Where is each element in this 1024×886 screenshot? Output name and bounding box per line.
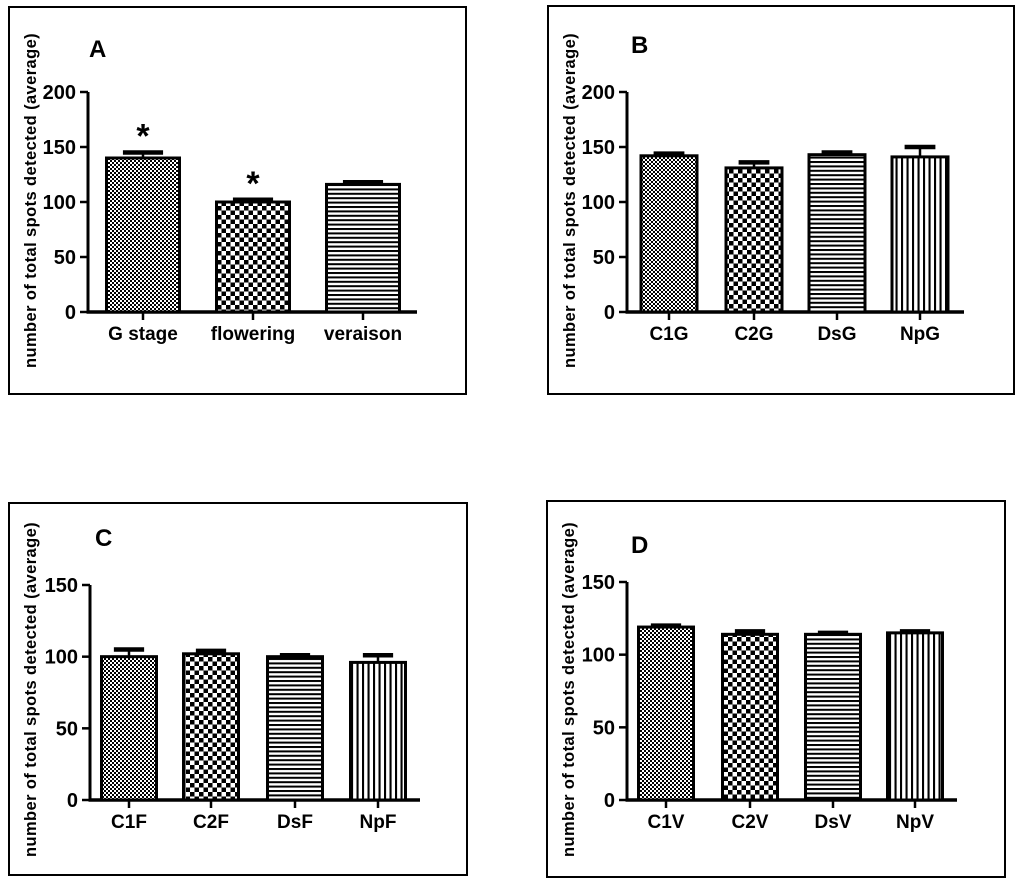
y-tick-label: 0 — [67, 790, 78, 812]
category-label: C2V — [732, 812, 769, 833]
category-label: C2G — [734, 324, 773, 345]
category-label: C2F — [193, 812, 229, 833]
bar — [637, 625, 695, 802]
bar — [890, 155, 950, 314]
bar-chart: 0 50 100 150 C1F C2F DsF NpF — [45, 575, 420, 833]
significance-asterisk: * — [136, 118, 150, 156]
y-tick-label: 100 — [582, 645, 615, 667]
y-tick-label: 150 — [45, 575, 78, 597]
panel-c: number of total spots detected (average)… — [8, 502, 468, 876]
category-label: C1G — [649, 324, 688, 345]
panel-d: number of total spots detected (average)… — [546, 500, 1006, 878]
category-label: flowering — [211, 324, 295, 345]
y-tick-label: 100 — [582, 192, 615, 214]
y-tick-label: 50 — [54, 247, 76, 269]
category-label: C1F — [111, 812, 147, 833]
bar — [266, 655, 324, 802]
panel-a: number of total spots detected (average)… — [8, 6, 467, 395]
bar-chart: 0 50 100 150 200 C1G C2G DsG NpG — [582, 82, 964, 345]
bar-chart: 0 50 100 150 200 G stage * flowering * veraison — [43, 82, 417, 345]
y-tick-label: 100 — [45, 647, 78, 669]
bar — [100, 655, 158, 802]
category-label: NpF — [360, 812, 397, 833]
panel-letter: C — [95, 525, 113, 552]
bar — [721, 632, 779, 802]
panel-letter: A — [89, 36, 107, 63]
bar — [639, 154, 699, 314]
category-label: C1V — [648, 812, 685, 833]
y-tick-label: 50 — [593, 247, 615, 269]
bar — [886, 631, 944, 802]
y-tick-label: 150 — [582, 572, 615, 594]
y-tick-label: 200 — [43, 82, 76, 104]
bar — [724, 166, 784, 314]
category-label: veraison — [324, 324, 402, 345]
category-label: NpG — [900, 324, 940, 345]
significance-asterisk: * — [246, 165, 260, 203]
y-tick-label: 100 — [43, 192, 76, 214]
bar — [105, 156, 181, 314]
bar — [349, 660, 407, 802]
panel-letter: B — [631, 32, 649, 59]
y-tick-label: 0 — [604, 790, 615, 812]
category-label: DsG — [817, 324, 856, 345]
category-label: DsF — [277, 812, 313, 833]
bar — [325, 182, 401, 314]
category-label: G stage — [108, 324, 178, 345]
category-label: DsV — [815, 812, 852, 833]
bar — [807, 153, 867, 314]
bar — [215, 200, 291, 314]
category-label: NpV — [896, 812, 934, 833]
panel-letter: D — [631, 532, 649, 559]
y-tick-label: 150 — [43, 137, 76, 159]
bar — [182, 652, 240, 802]
y-tick-label: 0 — [604, 302, 615, 324]
y-tick-label: 50 — [56, 718, 78, 740]
bar — [804, 632, 862, 802]
panel-b: number of total spots detected (average)… — [547, 5, 1015, 395]
y-tick-label: 150 — [582, 137, 615, 159]
y-tick-label: 200 — [582, 82, 615, 104]
bar-chart: 0 50 100 150 C1V C2V DsV NpV — [582, 572, 957, 833]
y-tick-label: 50 — [593, 717, 615, 739]
y-tick-label: 0 — [65, 302, 76, 324]
